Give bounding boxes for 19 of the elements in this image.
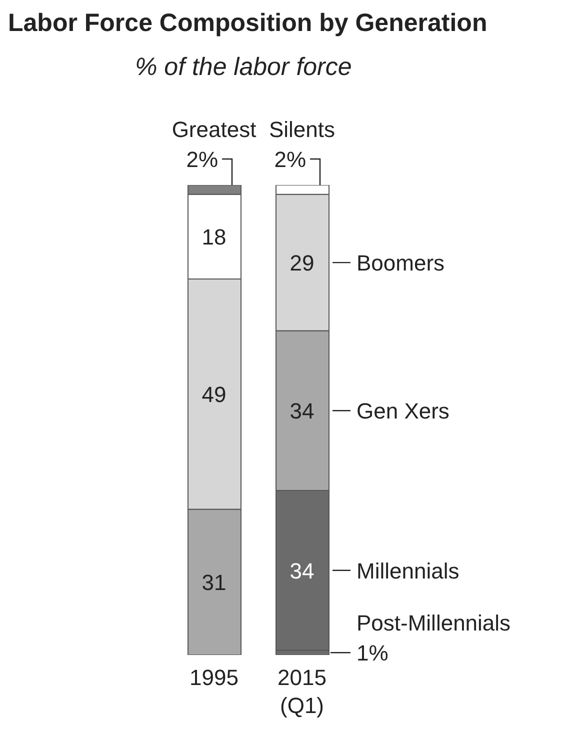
chart-title: Labor Force Composition by Generation [8, 8, 488, 38]
x-tick-label: 2015 (Q1) [278, 665, 326, 718]
data-label: 2% [274, 147, 306, 172]
x-tick-label: 1995 [190, 665, 238, 690]
data-label: 2% [186, 147, 218, 172]
series-label: Post-Millennials [356, 610, 511, 636]
data-label: 29 [290, 250, 314, 276]
series-label: Silents [268, 117, 336, 142]
series-label: Boomers [356, 250, 445, 276]
chart-subtitle: % of the labor force [135, 52, 353, 82]
data-label: 34 [290, 558, 314, 584]
data-label: 31 [202, 570, 226, 596]
data-label: 34 [290, 398, 314, 424]
data-label: 49 [202, 382, 226, 408]
series-label: Gen Xers [356, 398, 450, 424]
series-label: Millennials [356, 558, 460, 584]
text: Greatest [172, 117, 256, 142]
data-label: 1% [356, 640, 388, 666]
data-label: 18 [202, 224, 226, 250]
